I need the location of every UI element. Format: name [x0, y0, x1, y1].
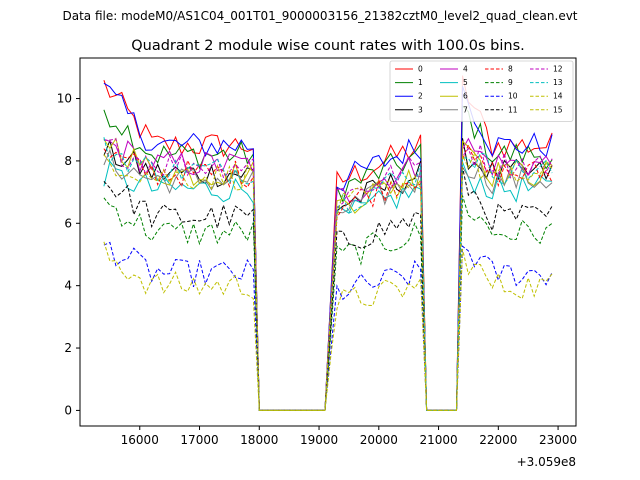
chart-title: Quadrant 2 module wise count rates with … [131, 38, 525, 54]
legend-label: 6 [463, 92, 468, 101]
series-line-9 [103, 195, 553, 411]
x-tick-label: 22000 [479, 433, 517, 447]
series-line-8 [103, 143, 553, 411]
series-layer [103, 75, 553, 411]
plot-frame [79, 57, 577, 427]
legend-label: 9 [508, 78, 513, 87]
legend-label: 11 [508, 105, 518, 114]
legend-label: 1 [418, 78, 423, 87]
x-offset-label: +3.059e8 [517, 455, 576, 469]
y-tick-label: 2 [64, 341, 72, 355]
x-tick-label: 20000 [360, 433, 398, 447]
x-tick-label: 16000 [121, 433, 159, 447]
y-tick-label: 4 [64, 279, 72, 293]
legend-label: 15 [553, 105, 563, 114]
legend-label: 5 [463, 78, 468, 87]
x-tick-label: 17000 [180, 433, 218, 447]
legend-label: 7 [463, 105, 468, 114]
legend-label: 4 [463, 65, 468, 74]
legend-label: 0 [418, 65, 423, 74]
series-line-11 [103, 167, 553, 411]
x-tick-label: 23000 [539, 433, 577, 447]
y-tick-label: 8 [64, 154, 72, 168]
series-line-15 [103, 151, 553, 411]
axis-layer: 16000 17000 18000 19000 20000 21000 22000 23000… [57, 92, 577, 447]
y-tick-label: 10 [57, 92, 72, 106]
x-tick-label: 21000 [419, 433, 457, 447]
x-tick-label: 19000 [300, 433, 338, 447]
y-tick-label: 0 [64, 403, 72, 417]
legend-label: 10 [508, 92, 518, 101]
legend-label: 3 [418, 105, 423, 114]
legend-frame [389, 60, 574, 122]
legend-label: 2 [418, 92, 423, 101]
legend-label: 14 [553, 92, 563, 101]
legend-label: 12 [553, 65, 563, 74]
legend-label: 13 [553, 78, 563, 87]
legend-label: 8 [508, 65, 513, 74]
series-line-13 [103, 137, 553, 411]
chart-suptitle: Data file: modeM0/AS1C04_001T01_90000031… [62, 9, 577, 23]
y-tick-label: 6 [64, 216, 72, 230]
x-tick-label: 18000 [240, 433, 278, 447]
